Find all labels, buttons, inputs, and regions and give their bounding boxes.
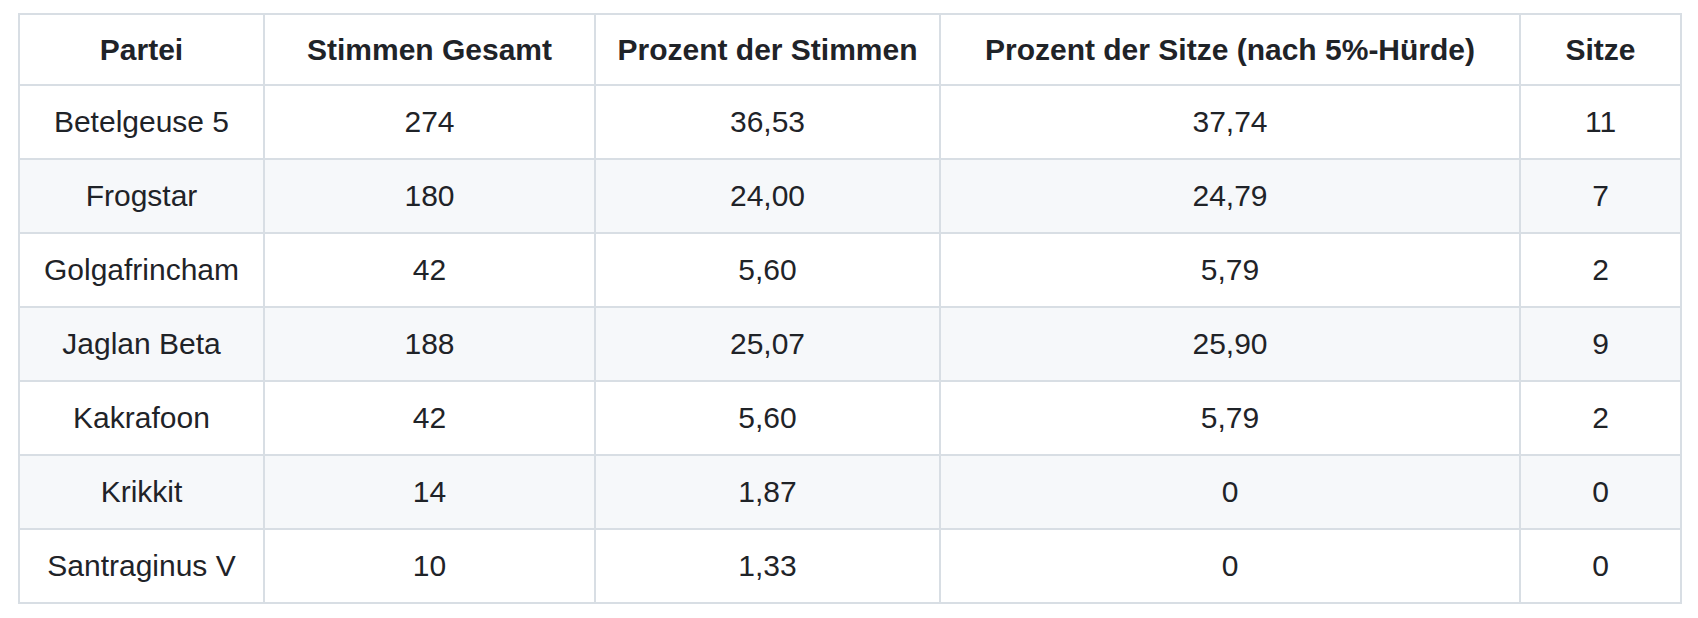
cell-prozent-stimmen: 5,60 bbox=[595, 381, 940, 455]
cell-sitze: 11 bbox=[1520, 85, 1681, 159]
cell-partei: Golgafrincham bbox=[19, 233, 264, 307]
cell-sitze: 7 bbox=[1520, 159, 1681, 233]
cell-sitze: 9 bbox=[1520, 307, 1681, 381]
election-results-table: Partei Stimmen Gesamt Prozent der Stimme… bbox=[18, 13, 1682, 604]
cell-prozent-sitze: 25,90 bbox=[940, 307, 1520, 381]
table-row: Jaglan Beta 188 25,07 25,90 9 bbox=[19, 307, 1681, 381]
cell-prozent-stimmen: 5,60 bbox=[595, 233, 940, 307]
table-row: Santraginus V 10 1,33 0 0 bbox=[19, 529, 1681, 603]
cell-partei: Frogstar bbox=[19, 159, 264, 233]
table-body: Betelgeuse 5 274 36,53 37,74 11 Frogstar… bbox=[19, 85, 1681, 603]
cell-stimmen: 180 bbox=[264, 159, 595, 233]
cell-prozent-sitze: 5,79 bbox=[940, 381, 1520, 455]
cell-stimmen: 42 bbox=[264, 233, 595, 307]
cell-prozent-sitze: 0 bbox=[940, 455, 1520, 529]
cell-prozent-sitze: 0 bbox=[940, 529, 1520, 603]
cell-stimmen: 188 bbox=[264, 307, 595, 381]
column-header-prozent-der-sitze: Prozent der Sitze (nach 5%-Hürde) bbox=[940, 14, 1520, 85]
cell-partei: Kakrafoon bbox=[19, 381, 264, 455]
cell-partei: Santraginus V bbox=[19, 529, 264, 603]
cell-prozent-stimmen: 25,07 bbox=[595, 307, 940, 381]
cell-partei: Jaglan Beta bbox=[19, 307, 264, 381]
cell-stimmen: 14 bbox=[264, 455, 595, 529]
cell-sitze: 2 bbox=[1520, 381, 1681, 455]
cell-prozent-sitze: 24,79 bbox=[940, 159, 1520, 233]
column-header-prozent-der-stimmen: Prozent der Stimmen bbox=[595, 14, 940, 85]
cell-prozent-stimmen: 24,00 bbox=[595, 159, 940, 233]
cell-partei: Betelgeuse 5 bbox=[19, 85, 264, 159]
table-row: Betelgeuse 5 274 36,53 37,74 11 bbox=[19, 85, 1681, 159]
cell-prozent-sitze: 37,74 bbox=[940, 85, 1520, 159]
cell-prozent-sitze: 5,79 bbox=[940, 233, 1520, 307]
column-header-stimmen-gesamt: Stimmen Gesamt bbox=[264, 14, 595, 85]
table-header: Partei Stimmen Gesamt Prozent der Stimme… bbox=[19, 14, 1681, 85]
cell-stimmen: 42 bbox=[264, 381, 595, 455]
cell-stimmen: 274 bbox=[264, 85, 595, 159]
cell-stimmen: 10 bbox=[264, 529, 595, 603]
header-row: Partei Stimmen Gesamt Prozent der Stimme… bbox=[19, 14, 1681, 85]
cell-prozent-stimmen: 1,33 bbox=[595, 529, 940, 603]
column-header-partei: Partei bbox=[19, 14, 264, 85]
cell-sitze: 0 bbox=[1520, 455, 1681, 529]
cell-prozent-stimmen: 36,53 bbox=[595, 85, 940, 159]
column-header-sitze: Sitze bbox=[1520, 14, 1681, 85]
table-row: Krikkit 14 1,87 0 0 bbox=[19, 455, 1681, 529]
table-row: Frogstar 180 24,00 24,79 7 bbox=[19, 159, 1681, 233]
table-row: Golgafrincham 42 5,60 5,79 2 bbox=[19, 233, 1681, 307]
cell-sitze: 2 bbox=[1520, 233, 1681, 307]
cell-partei: Krikkit bbox=[19, 455, 264, 529]
table-row: Kakrafoon 42 5,60 5,79 2 bbox=[19, 381, 1681, 455]
cell-prozent-stimmen: 1,87 bbox=[595, 455, 940, 529]
cell-sitze: 0 bbox=[1520, 529, 1681, 603]
